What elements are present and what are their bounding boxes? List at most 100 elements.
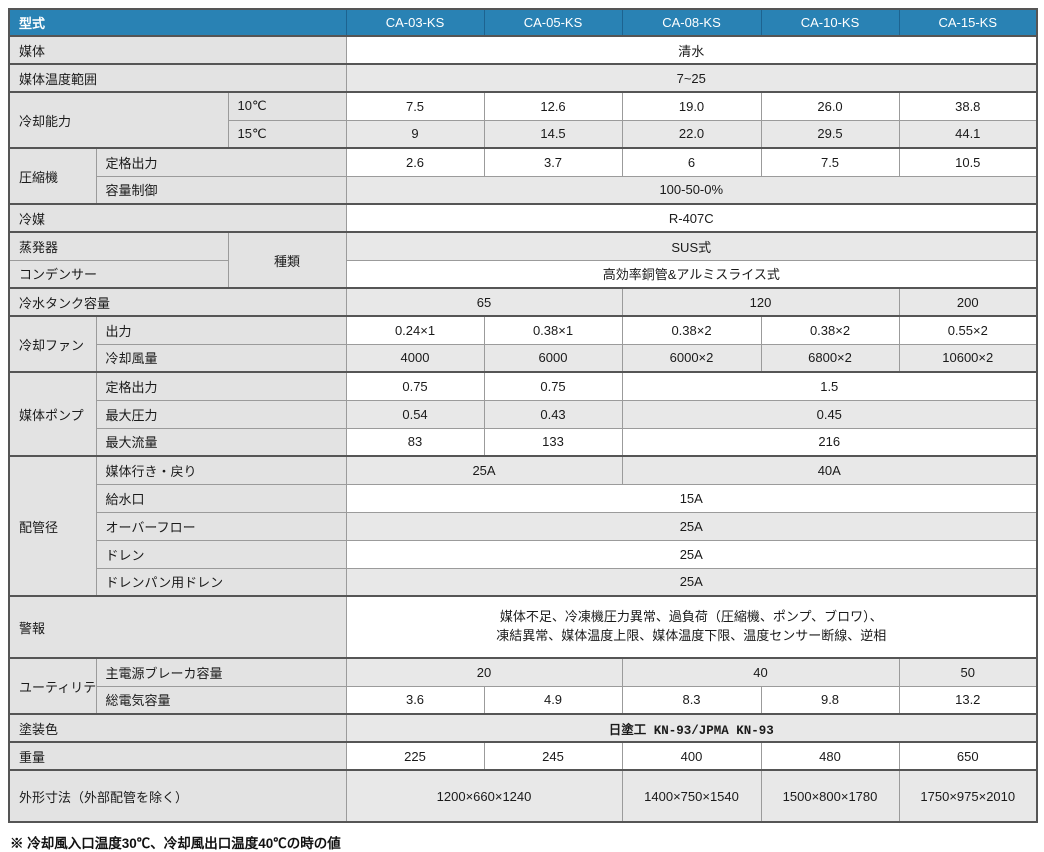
spec-value-cell: 50 <box>898 657 1038 687</box>
spec-label-cell: 塗装色 <box>8 713 347 743</box>
table-row: 容量制御 100-50-0% <box>9 175 1038 205</box>
spec-label-cell: 最大圧力 <box>95 399 347 429</box>
spec-value-cell: SUS式 <box>345 231 1038 261</box>
table-row: 冷却能力 10℃ 7.5 12.6 19.0 26.0 38.8 <box>8 91 1038 149</box>
spec-value-cell: 44.1 <box>898 119 1038 149</box>
spec-label-cell: 蒸発器 <box>8 231 229 261</box>
spec-value-cell: 7.5 <box>345 91 485 121</box>
spec-value-cell: 4.9 <box>483 685 623 715</box>
spec-value-cell: 清水 <box>345 35 1038 65</box>
spec-value-cell: 14.5 <box>483 119 623 149</box>
spec-label-cell: 警報 <box>8 595 347 659</box>
spec-label-cell: 15℃ <box>227 119 347 149</box>
spec-value-cell: 6000 <box>483 343 623 373</box>
spec-value-cell: 200 <box>898 287 1038 317</box>
footnote: ※ 冷却風入口温度30℃、冷却風出口温度40℃の時の値 <box>10 836 341 851</box>
model-header-cell: CA-03-KS <box>345 8 485 37</box>
spec-value-cell: 10600×2 <box>898 343 1038 373</box>
spec-value-cell: 13.2 <box>898 685 1038 715</box>
spec-value-cell: 0.43 <box>483 399 623 429</box>
spec-label-cell: 外形寸法（外部配管を除く） <box>8 769 347 823</box>
spec-label-cell: 媒体行き・戻り <box>95 455 347 485</box>
table-row: 塗装色 日塗工 KN-93/JPMA KN-93 <box>8 713 1038 743</box>
spec-label-cell: 配管径 <box>8 455 97 597</box>
spec-value-cell: 0.24×1 <box>345 315 485 345</box>
table-row: ドレンパン用ドレン 25A <box>9 567 1038 597</box>
table-row: 圧縮機 定格出力 2.6 3.7 6 7.5 10.5 <box>8 147 1038 205</box>
spec-value-cell: 6800×2 <box>760 343 900 373</box>
header-row: 型式 CA-03-KS CA-05-KS CA-08-KS CA-10-KS CA-15-… <box>8 8 1038 37</box>
spec-value-cell: 25A <box>345 567 1038 597</box>
table-row: 最大圧力 0.54 0.43 0.45 <box>9 399 1038 429</box>
spec-value-cell: 0.38×2 <box>621 315 762 345</box>
table-row: 蒸発器 種類 SUS式 <box>8 231 1038 289</box>
model-header-cell: CA-08-KS <box>621 8 762 37</box>
spec-label-cell: ユーティリティ <box>8 657 97 715</box>
spec-value-cell: 19.0 <box>621 91 762 121</box>
spec-value-cell: 100-50-0% <box>345 175 1038 205</box>
spec-value-cell: 1200×660×1240 <box>345 769 623 823</box>
table-row: 15℃ 9 14.5 22.0 29.5 44.1 <box>9 119 1038 149</box>
spec-value-cell: 0.54 <box>345 399 485 429</box>
table-row: 媒体温度範囲 7~25 <box>8 63 1038 93</box>
table-row: 冷媒 R-407C <box>8 203 1038 233</box>
spec-value-cell: 高効率銅管&アルミスライス式 <box>345 259 1038 289</box>
spec-value-cell: 0.75 <box>483 371 623 401</box>
table-row: 総電気容量 3.6 4.9 8.3 9.8 13.2 <box>9 685 1038 715</box>
spec-value-cell: 25A <box>345 539 1038 569</box>
spec-value-cell: 8.3 <box>621 685 762 715</box>
spec-label-cell: ドレンパン用ドレン <box>95 567 347 597</box>
spec-value-cell: 20 <box>345 657 623 687</box>
spec-value-cell: 22.0 <box>621 119 762 149</box>
spec-value-cell: 15A <box>345 483 1038 513</box>
spec-label-cell: 媒体温度範囲 <box>8 63 347 93</box>
table-row: 給水口 15A <box>9 483 1038 513</box>
spec-value-cell: 65 <box>345 287 623 317</box>
spec-value-cell: 29.5 <box>760 119 900 149</box>
table-row: 警報 媒体不足、冷凍機圧力異常、過負荷（圧縮機、ポンプ、ブロワ）、 凍結異常、媒体温… <box>8 595 1038 659</box>
spec-value-cell: 9 <box>345 119 485 149</box>
spec-label-cell: 容量制御 <box>95 175 347 205</box>
spec-value-cell: 225 <box>345 741 485 771</box>
table-row: ユーティリティ主電源ブレーカ容量204050 <box>8 657 1038 715</box>
table-row: ドレン 25A <box>9 539 1038 569</box>
spec-label-cell: 冷水タンク容量 <box>8 287 347 317</box>
spec-value-cell: 40A <box>621 455 1038 485</box>
table-row: 冷却風量 4000 6000 6000×2 6800×2 10600×2 <box>9 343 1038 373</box>
spec-value-cell: 10.5 <box>898 147 1038 177</box>
spec-value-cell: 216 <box>621 427 1038 457</box>
spec-value-cell: 400 <box>621 741 762 771</box>
model-header-label: 型式 <box>8 8 347 37</box>
spec-value-cell: 6 <box>621 147 762 177</box>
spec-value-cell: 1400×750×1540 <box>621 769 762 823</box>
table-row: 媒体ポンプ 定格出力 0.75 0.75 1.5 <box>8 371 1038 457</box>
spec-value-cell: 9.8 <box>760 685 900 715</box>
spec-value-cell: R-407C <box>345 203 1038 233</box>
spec-label-cell: 最大流量 <box>95 427 347 457</box>
table-row: 冷却ファン 出力 0.24×1 0.38×1 0.38×2 0.38×2 0.55×2 <box>8 315 1038 373</box>
spec-label-cell: 圧縮機 <box>8 147 97 205</box>
spec-label-cell: 主電源ブレーカ容量 <box>95 657 347 687</box>
spec-value-cell: 2.6 <box>345 147 485 177</box>
model-header-cell: CA-05-KS <box>483 8 623 37</box>
spec-value-cell: 3.6 <box>345 685 485 715</box>
spec-value-cell: 12.6 <box>483 91 623 121</box>
spec-value-cell: 133 <box>483 427 623 457</box>
spec-value-cell: 26.0 <box>760 91 900 121</box>
table-row: コンデンサー 高効率銅管&アルミスライス式 <box>8 259 1038 289</box>
spec-value-cell: 4000 <box>345 343 485 373</box>
spec-label-cell: 冷却能力 <box>8 91 229 149</box>
spec-value-cell: 0.38×2 <box>760 315 900 345</box>
spec-value-cell: 25A <box>345 455 623 485</box>
spec-value-cell: 0.38×1 <box>483 315 623 345</box>
spec-value-cell: 25A <box>345 511 1038 541</box>
spec-label-cell: 定格出力 <box>95 371 347 401</box>
table-row: 媒体 清水 <box>8 35 1038 65</box>
spec-label-cell: 定格出力 <box>95 147 347 177</box>
spec-table-header: 型式 CA-03-KS CA-05-KS CA-08-KS CA-10-KS CA-15-… <box>8 8 1038 37</box>
spec-value-cell: 40 <box>621 657 900 687</box>
spec-value-cell: 650 <box>898 741 1038 771</box>
spec-value-cell: 1.5 <box>621 371 1038 401</box>
spec-value-cell: 7~25 <box>345 63 1038 93</box>
